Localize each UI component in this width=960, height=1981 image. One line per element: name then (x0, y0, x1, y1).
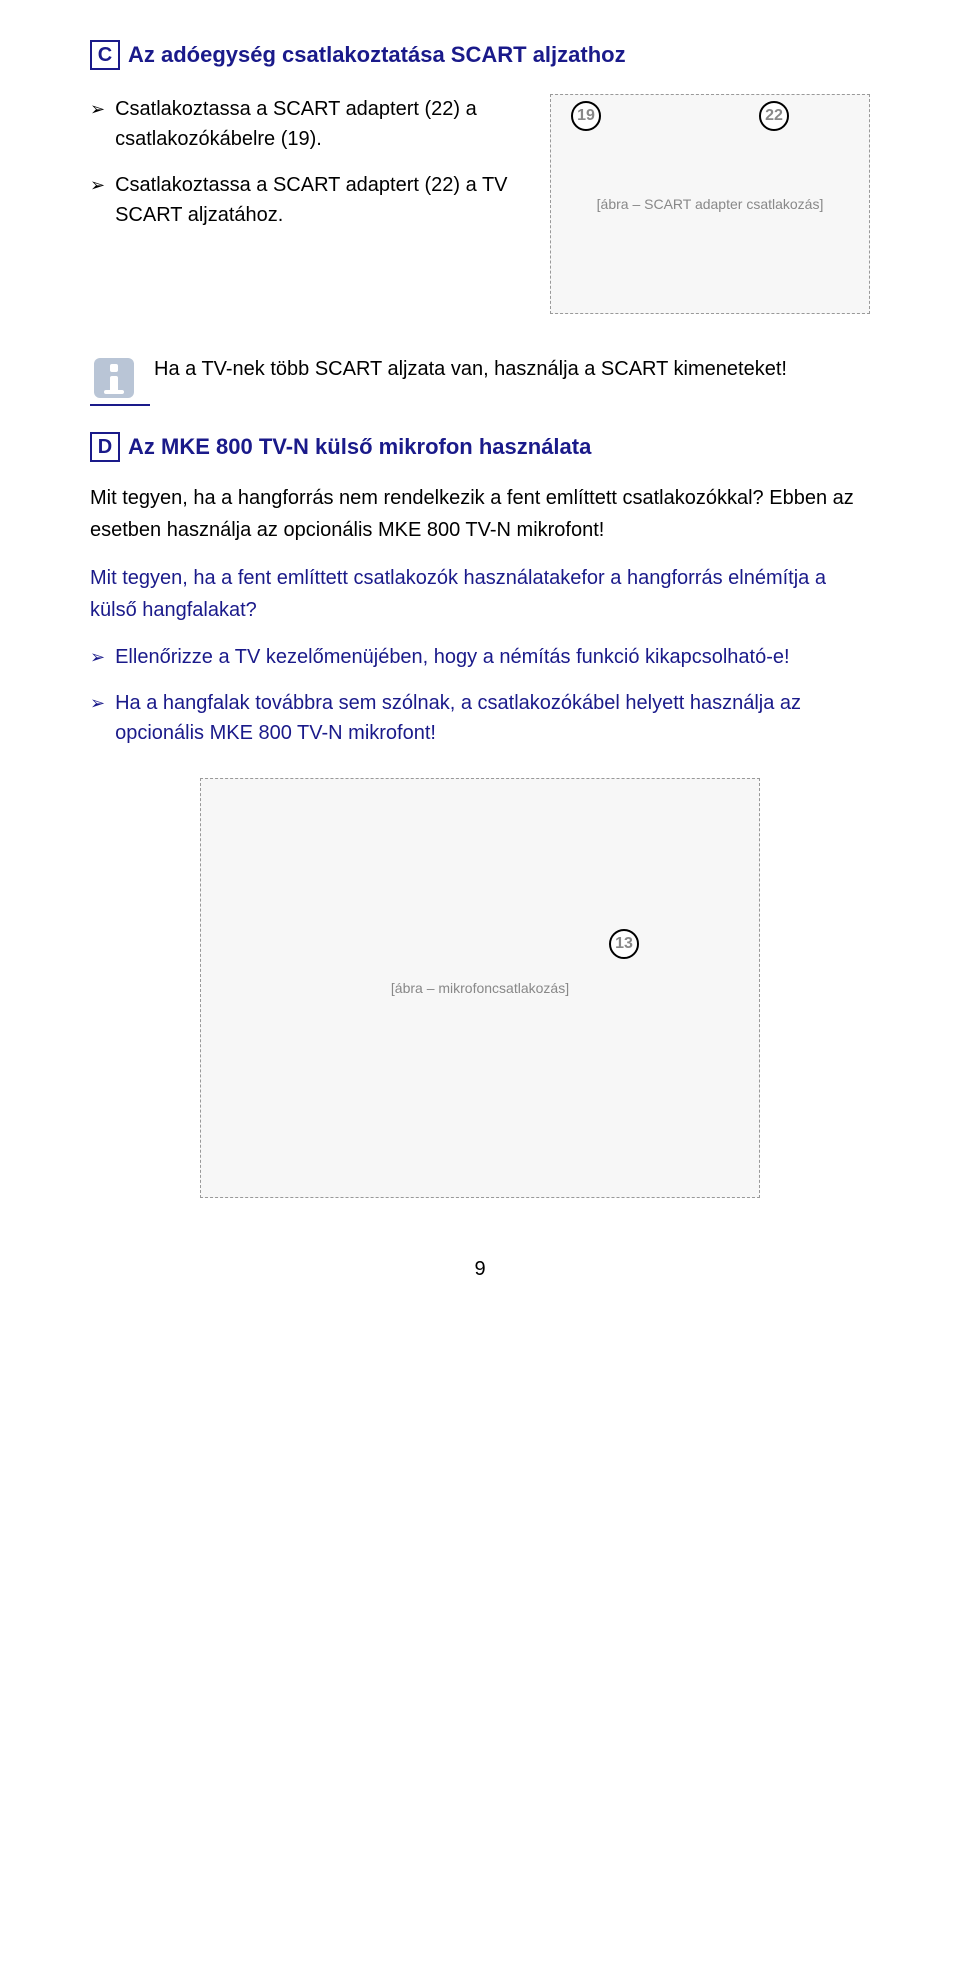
bullet-text: Csatlakoztassa a SCART adaptert (22) a c… (115, 94, 530, 154)
section-c-header: C Az adóegység csatlakoztatása SCART alj… (90, 40, 870, 70)
figure-ref-22: 22 (759, 101, 789, 131)
figure-ref-19: 19 (571, 101, 601, 131)
info-note: Ha a TV-nek több SCART aljzata van, hasz… (90, 354, 870, 402)
info-icon (90, 354, 138, 402)
section-c-bullets: ➢ Csatlakoztassa a SCART adaptert (22) a… (90, 94, 530, 230)
figure-bottom-wrap: [ábra – mikrofoncsatlakozás] 13 (90, 778, 870, 1198)
list-item: ➢ Csatlakoztassa a SCART adaptert (22) a… (90, 170, 530, 230)
list-item: ➢ Ha a hangfalak továbbra sem szólnak, a… (90, 688, 870, 748)
section-d-bullets: ➢ Ellenőrizze a TV kezelőmenüjében, hogy… (90, 642, 870, 748)
section-d-para1: Mit tegyen, ha a hangforrás nem rendelke… (90, 482, 870, 546)
bullet-text: Ha a hangfalak továbbra sem szólnak, a c… (115, 688, 870, 748)
section-d-header: D Az MKE 800 TV-N külső mikrofon használ… (90, 432, 870, 462)
triangle-icon: ➢ (90, 644, 105, 671)
page-number: 9 (90, 1258, 870, 1281)
info-text: Ha a TV-nek több SCART aljzata van, hasz… (154, 354, 787, 384)
figure-label: [ábra – mikrofoncsatlakozás] (391, 980, 569, 996)
section-d-title: Az MKE 800 TV-N külső mikrofon használat… (128, 434, 591, 460)
figure-ref-13: 13 (609, 929, 639, 959)
list-item: ➢ Csatlakoztassa a SCART adaptert (22) a… (90, 94, 530, 154)
list-item: ➢ Ellenőrizze a TV kezelőmenüjében, hogy… (90, 642, 870, 672)
bullet-text: Csatlakoztassa a SCART adaptert (22) a T… (115, 170, 530, 230)
figure-label: [ábra – SCART adapter csatlakozás] (597, 196, 824, 212)
section-c-letter: C (90, 40, 120, 70)
info-underline (90, 404, 150, 406)
triangle-icon: ➢ (90, 96, 105, 123)
section-c-title: Az adóegység csatlakoztatása SCART aljza… (128, 42, 626, 68)
section-c-row: ➢ Csatlakoztassa a SCART adaptert (22) a… (90, 94, 870, 314)
bullet-text: Ellenőrizze a TV kezelőmenüjében, hogy a… (115, 642, 789, 672)
triangle-icon: ➢ (90, 172, 105, 199)
section-c-text: ➢ Csatlakoztassa a SCART adaptert (22) a… (90, 94, 550, 246)
figure-mic: [ábra – mikrofoncsatlakozás] 13 (200, 778, 760, 1198)
section-d-para2: Mit tegyen, ha a fent említtett csatlako… (90, 562, 870, 626)
section-d-letter: D (90, 432, 120, 462)
triangle-icon: ➢ (90, 690, 105, 717)
figure-scart: [ábra – SCART adapter csatlakozás] 19 22 (550, 94, 870, 314)
